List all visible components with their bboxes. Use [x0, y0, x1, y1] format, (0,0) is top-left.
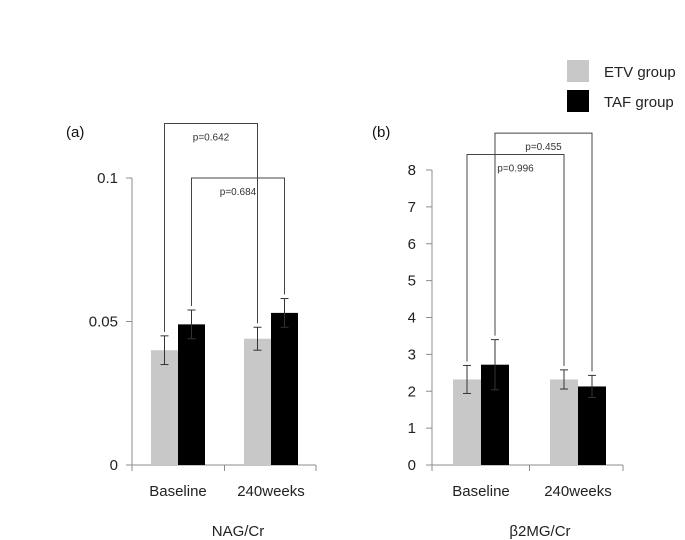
x-axis-title: NAG/Cr [212, 523, 265, 540]
y-tick-label: 0 [408, 457, 416, 474]
y-tick-label: 0.1 [97, 170, 118, 187]
x-category-label: Baseline [149, 483, 207, 500]
y-tick-label: 8 [408, 162, 416, 179]
bar-taf-1 [271, 312, 298, 465]
p-value-label: p=0.642 [193, 132, 230, 143]
y-tick-label: 3 [408, 346, 416, 363]
p-value-label: p=0.996 [497, 164, 534, 175]
bar-etv-1 [244, 338, 271, 465]
x-category-label: 240weeks [237, 483, 305, 500]
bar-etv-0 [151, 350, 178, 465]
bar-etv-1 [550, 379, 578, 465]
legend: ETV group TAF group [567, 60, 676, 112]
legend-swatch-0 [567, 60, 589, 82]
legend-swatch-1 [567, 90, 589, 112]
panel-b2mg-cr: 0 1 2 3 4 5 6 7 8 Baseline 240weeks p=0.455 p=0.996 (… [372, 124, 624, 540]
panel-label: (b) [372, 124, 390, 141]
y-tick-label: 0.05 [89, 314, 118, 331]
y-tick-label: 5 [408, 273, 416, 290]
y-tick-label: 7 [408, 199, 416, 216]
significance-bracket [164, 122, 258, 332]
x-category-label: Baseline [452, 483, 510, 500]
p-value-label: p=0.684 [220, 187, 257, 198]
y-tick-label: 1 [408, 420, 416, 437]
x-axis-title: β2MG/Cr [509, 523, 570, 540]
y-tick-label: 6 [408, 236, 416, 253]
x-category-label: 240weeks [544, 483, 612, 500]
panel-nag-cr: 0 0.05 0.1 Baseline 240weeks p=0.642 p=0.684 (a… [66, 122, 317, 540]
significance-bracket [494, 132, 593, 372]
legend-label-1: TAF group [604, 94, 674, 111]
significance-bracket [191, 177, 285, 307]
legend-label-0: ETV group [604, 64, 676, 81]
panel-label: (a) [66, 124, 84, 141]
y-tick-label: 4 [408, 310, 416, 327]
significance-bracket [466, 154, 565, 366]
p-value-label: p=0.455 [525, 142, 562, 153]
y-tick-label: 2 [408, 383, 416, 400]
y-tick-label: 0 [110, 457, 118, 474]
bar-taf-0 [178, 324, 205, 465]
bar-taf-1 [578, 386, 606, 465]
